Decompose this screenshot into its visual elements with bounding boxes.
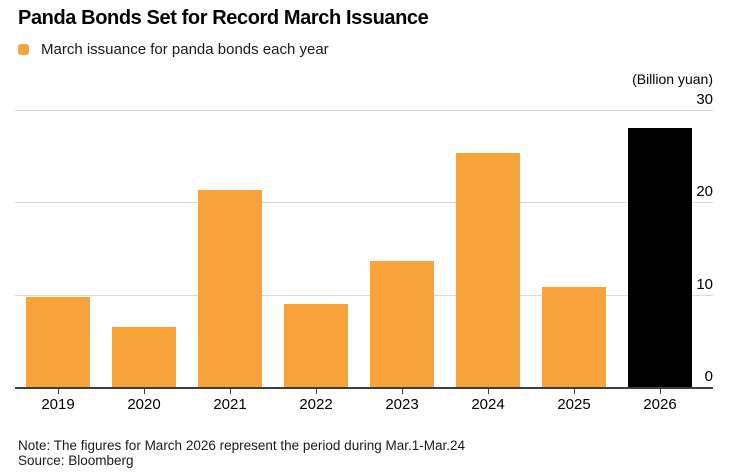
- y-axis-unit-label: (Billion yuan): [632, 71, 713, 87]
- x-axis-label-2023: 2023: [385, 396, 419, 413]
- bar-2021: [198, 190, 262, 387]
- x-axis-tick-2019: [58, 389, 59, 394]
- legend: March issuance for panda bonds each year: [18, 41, 329, 58]
- chart-note: Note: The figures for March 2026 represe…: [18, 438, 465, 453]
- gridline-10: [15, 295, 713, 296]
- x-axis-tick-2026: [660, 389, 661, 394]
- bar-2024: [456, 153, 520, 387]
- x-axis-label-2022: 2022: [299, 396, 333, 413]
- x-axis-label-2021: 2021: [213, 396, 247, 413]
- x-axis-tick-2022: [316, 389, 317, 394]
- y-axis-label-30: 30: [696, 91, 713, 108]
- x-axis-tick-2024: [488, 389, 489, 394]
- gridline-30: [15, 110, 713, 111]
- x-axis-label-2019: 2019: [41, 396, 75, 413]
- x-axis-label-2024: 2024: [471, 396, 505, 413]
- gridline-20: [15, 202, 713, 203]
- bar-2020: [112, 327, 176, 387]
- x-axis-label-2026: 2026: [643, 396, 677, 413]
- x-axis-tick-2023: [402, 389, 403, 394]
- legend-swatch-icon: [18, 44, 29, 55]
- x-axis-label-2025: 2025: [557, 396, 591, 413]
- x-axis-tick-2025: [574, 389, 575, 394]
- legend-label: March issuance for panda bonds each year: [41, 41, 329, 58]
- bar-2022: [284, 304, 348, 387]
- y-axis-label-0: 0: [704, 368, 713, 385]
- y-axis-label-20: 20: [696, 183, 713, 200]
- bar-2023: [370, 261, 434, 387]
- chart-title: Panda Bonds Set for Record March Issuanc…: [18, 7, 429, 29]
- bar-2026: [628, 128, 692, 387]
- x-axis-tick-2021: [230, 389, 231, 394]
- bar-2019: [26, 297, 90, 387]
- x-axis-label-2020: 2020: [127, 396, 161, 413]
- x-axis-line: [15, 387, 713, 389]
- chart-source: Source: Bloomberg: [18, 453, 134, 468]
- bar-2025: [542, 287, 606, 387]
- x-axis-tick-2020: [144, 389, 145, 394]
- y-axis-label-10: 10: [696, 276, 713, 293]
